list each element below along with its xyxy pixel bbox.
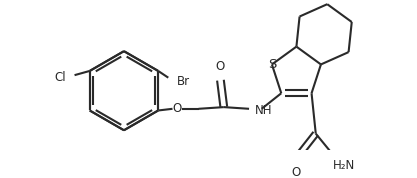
Text: S: S (268, 58, 276, 71)
Text: O: O (291, 166, 300, 178)
Text: O: O (216, 60, 225, 73)
Text: Br: Br (177, 75, 190, 88)
Text: NH: NH (255, 104, 272, 117)
Text: Cl: Cl (55, 71, 66, 84)
Text: H₂N: H₂N (333, 159, 355, 172)
Text: O: O (172, 102, 181, 115)
